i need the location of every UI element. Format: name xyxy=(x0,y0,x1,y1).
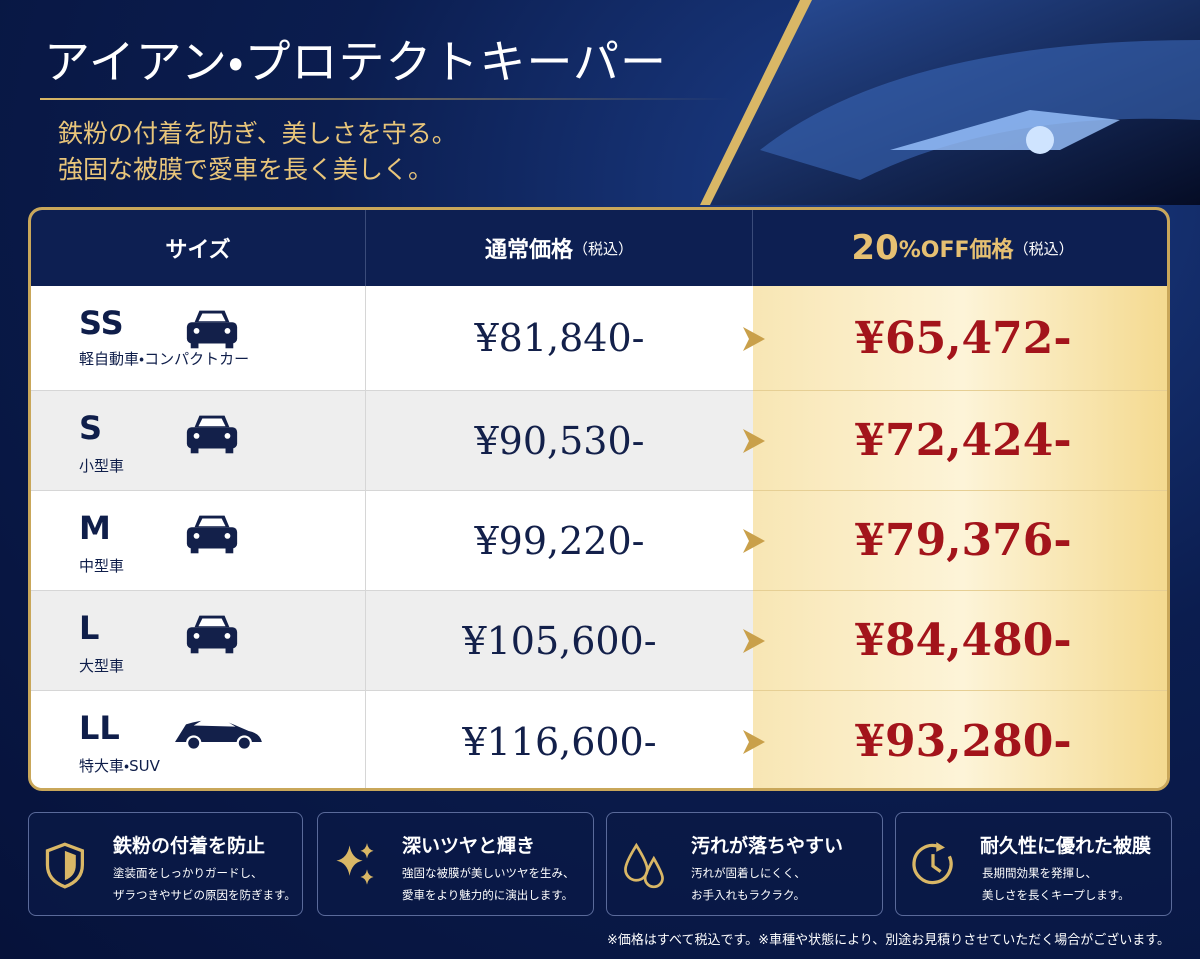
car-image xyxy=(700,0,1200,205)
feature-line: 汚れが固着しにくく、 xyxy=(691,866,806,880)
icon xyxy=(743,629,765,653)
icon xyxy=(912,842,953,885)
discount-price: ¥79,376- xyxy=(753,491,1167,591)
feature-card: 鉄粉の付着を防止塗装面をしっかりガードし、ザラつきやサビの原因を防ぎます。 xyxy=(28,812,303,916)
subtitle: 鉄粉の付着を防ぎ、美しさを守る。 xyxy=(58,119,457,148)
feature-line: お手入れもラクラク。 xyxy=(691,888,806,902)
feature-line: 長期間効果を発揮し、 xyxy=(982,866,1097,880)
size-desc: 中型車 xyxy=(79,557,125,575)
header-text: 通常価格 xyxy=(484,238,573,263)
regular-price: ¥105,600- xyxy=(366,591,753,691)
discount-price: ¥65,472- xyxy=(753,286,1167,391)
size-label: M xyxy=(79,509,111,547)
title: アイアン・プロテクトキーパー xyxy=(44,35,668,89)
size-desc: 大型車 xyxy=(79,657,125,675)
icon xyxy=(336,843,374,885)
discount-price: ¥93,280- xyxy=(753,691,1167,788)
size-label: S xyxy=(79,409,103,447)
icon xyxy=(175,720,262,751)
feature-card: 汚れが落ちやすい汚れが固着しにくく、 お手入れもラクラク。 xyxy=(606,812,883,916)
header-cell: サイズ xyxy=(31,210,366,286)
header-cell: 20 %OFF価格 （税込） xyxy=(753,210,1167,286)
size-cell: M 中型車 xyxy=(31,491,366,591)
size-label: L xyxy=(79,609,100,647)
feature-card: 深いツヤと輝き強固な被膜が美しいツヤを生み、 愛車をより魅力的に演出します。 xyxy=(317,812,594,916)
size-cell: S 小型車 xyxy=(31,391,366,491)
discount-price: ¥84,480- xyxy=(753,591,1167,691)
header-note: （税込） xyxy=(573,239,634,258)
feature-line: 強固な被膜が美しいツヤを生み、 xyxy=(402,866,575,880)
feature-line: 塗装面をしっかりガードし、 xyxy=(113,866,263,880)
size-cell: SS 軽自動車・コンパクトカー xyxy=(31,286,366,391)
header-text: %OFF価格 xyxy=(898,238,1014,263)
feature-line: ザラつきやサビの原因を防ぎます。 xyxy=(113,888,296,902)
feature-card: 耐久性に優れた被膜長期間効果を発揮し、美しさを長くキープします。 xyxy=(895,812,1172,916)
subtitle: 強固な被膜で愛車を長く美しく。 xyxy=(58,155,434,184)
regular-price: ¥99,220- xyxy=(366,491,753,591)
header-note: （税込） xyxy=(1013,239,1074,258)
feature-title: 深いツヤと輝き xyxy=(402,835,536,857)
regular-price: ¥116,600- xyxy=(366,691,753,788)
size-label: SS xyxy=(79,304,124,342)
icon xyxy=(186,615,238,654)
size-cell: L 大型車 xyxy=(31,591,366,691)
icon xyxy=(743,429,765,453)
size-desc: 小型車 xyxy=(79,457,125,475)
size-label: LL xyxy=(79,709,120,747)
feature-title: 耐久性に優れた被膜 xyxy=(980,835,1152,857)
regular-price: ¥81,840- xyxy=(366,286,753,391)
price-table: サイズ 通常価格 （税込） 20 %OFF価格 （税込） SS 軽自動車・コンパクトカー ¥81… xyxy=(28,207,1170,791)
icon xyxy=(743,529,765,553)
feature-line: 愛車をより魅力的に演出します。 xyxy=(402,888,574,902)
icon xyxy=(743,326,765,351)
icon xyxy=(186,415,238,454)
icon xyxy=(624,842,664,889)
feature-title: 鉄粉の付着を防止 xyxy=(113,835,266,857)
size-desc: 特大車・SUV xyxy=(79,757,160,775)
size-desc: 軽自動車・コンパクトカー xyxy=(79,350,250,368)
icon xyxy=(743,730,765,754)
header-text: サイズ xyxy=(165,238,231,263)
regular-price: ¥90,530- xyxy=(366,391,753,491)
title-rule xyxy=(40,98,730,100)
icon xyxy=(186,515,238,554)
icon xyxy=(186,310,238,349)
header-cell: 通常価格 （税込） xyxy=(366,210,753,286)
feature-title: 汚れが落ちやすい xyxy=(691,835,844,857)
size-cell: LL 特大車・SUV xyxy=(31,691,366,788)
discount-price: ¥72,424- xyxy=(753,391,1167,491)
footnote: ※価格はすべて税込です。※車種や状態により、別途お見積りさせていただく場合がござ… xyxy=(607,933,1170,948)
header-lead: 20 xyxy=(851,228,899,268)
icon xyxy=(45,842,84,889)
feature-line: 美しさを長くキープします。 xyxy=(982,888,1130,902)
